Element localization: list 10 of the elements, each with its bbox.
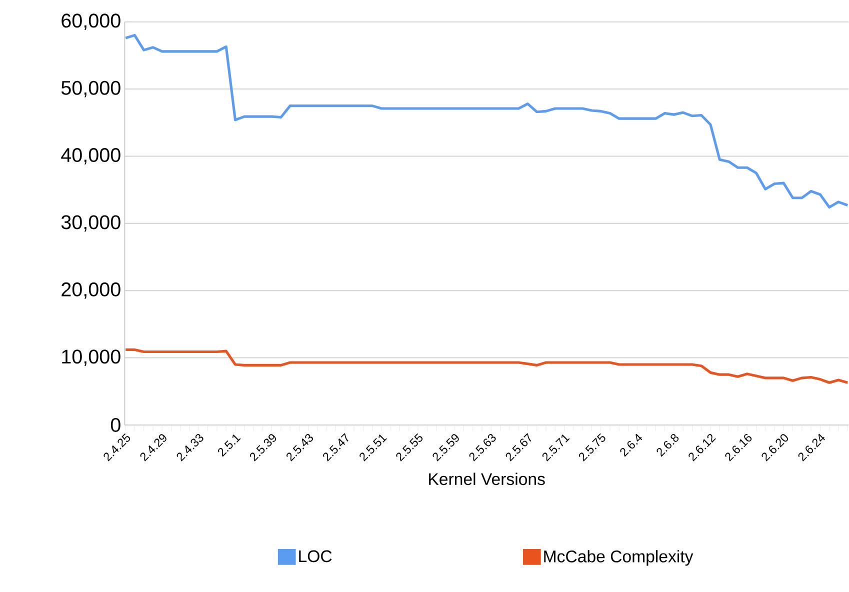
y-tick-label: 30,000 [61,215,120,232]
legend-label: McCabe Complexity [544,550,694,566]
y-tick-label: 10,000 [62,350,120,366]
y-tick-label: 20,000 [62,282,120,299]
legend-label: LOC [299,550,332,562]
y-tick-label: 0 [110,418,120,432]
x-axis-title: Kernel Versions [429,472,545,486]
y-tick-label: 50,000 [61,80,120,98]
y-tick-label: 60,000 [62,14,120,30]
y-tick-label: 40,000 [61,148,120,164]
